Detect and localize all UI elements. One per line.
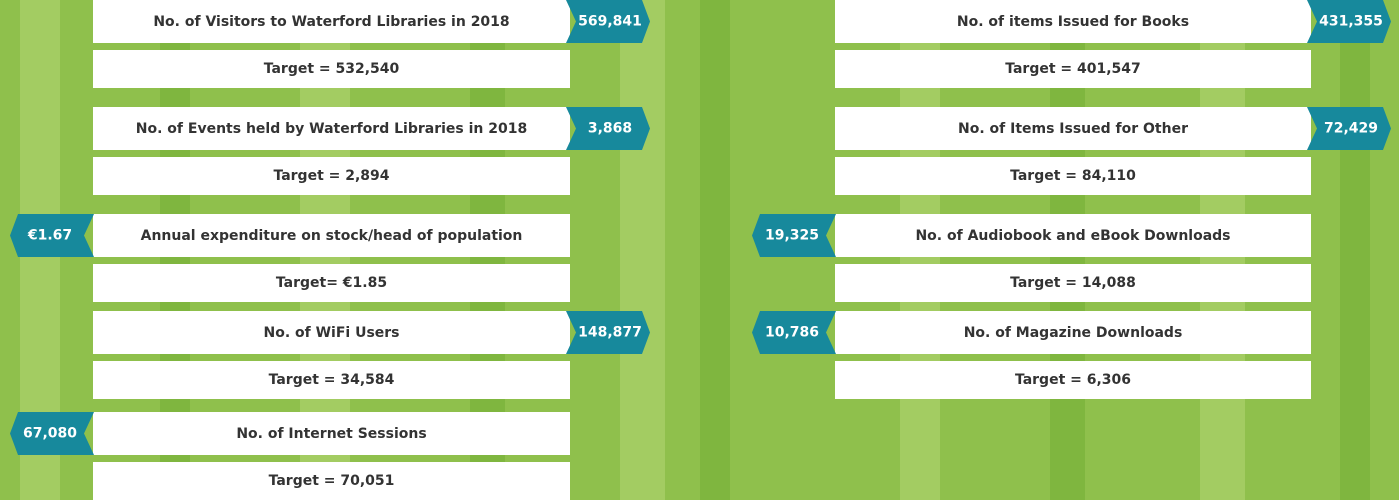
book-stripe xyxy=(700,0,730,500)
value-badge: 19,325 xyxy=(752,214,836,257)
stat-label: No. of Internet Sessions xyxy=(93,412,570,455)
badge-shape xyxy=(752,311,836,354)
badge-shape xyxy=(10,214,94,257)
book-stripe xyxy=(620,0,665,500)
badge-shape xyxy=(1307,0,1391,43)
stat-value: 10,786 xyxy=(765,325,819,341)
stat-value: 72,429 xyxy=(1324,121,1378,137)
stat-label: No. of WiFi Users xyxy=(93,311,570,354)
stat-target: Target = 2,894 xyxy=(93,157,570,195)
badge-shape xyxy=(1307,107,1391,150)
stat-target: Target = 401,547 xyxy=(835,50,1311,88)
stat-value: 19,325 xyxy=(765,228,819,244)
book-stripe xyxy=(1340,0,1370,500)
stat-label: Annual expenditure on stock/head of popu… xyxy=(93,214,570,257)
stat-label: No. of Magazine Downloads xyxy=(835,311,1311,354)
badge-shape xyxy=(566,311,650,354)
stat-target: Target = 84,110 xyxy=(835,157,1311,195)
badge-shape xyxy=(566,107,650,150)
stat-value: 67,080 xyxy=(23,426,77,442)
badge-shape xyxy=(752,214,836,257)
stat-value: 3,868 xyxy=(588,121,632,137)
stat-target: Target = 70,051 xyxy=(93,462,570,500)
value-badge: 10,786 xyxy=(752,311,836,354)
badge-shape xyxy=(10,412,94,455)
stat-value: €1.67 xyxy=(27,228,72,244)
stat-target: Target= €1.85 xyxy=(93,264,570,302)
stat-label: No. of Visitors to Waterford Libraries i… xyxy=(93,0,570,43)
stat-value: 431,355 xyxy=(1319,14,1383,30)
value-badge: 569,841 xyxy=(566,0,650,43)
value-badge: 148,877 xyxy=(566,311,650,354)
value-badge: 72,429 xyxy=(1307,107,1391,150)
stat-target: Target = 14,088 xyxy=(835,264,1311,302)
stat-value: 569,841 xyxy=(578,14,642,30)
value-badge: 3,868 xyxy=(566,107,650,150)
value-badge: 67,080 xyxy=(10,412,94,455)
value-badge: €1.67 xyxy=(10,214,94,257)
stat-target: Target = 34,584 xyxy=(93,361,570,399)
stat-label: No. of Events held by Waterford Librarie… xyxy=(93,107,570,150)
stat-target: Target = 6,306 xyxy=(835,361,1311,399)
stat-target: Target = 532,540 xyxy=(93,50,570,88)
stat-value: 148,877 xyxy=(578,325,642,341)
value-badge: 431,355 xyxy=(1307,0,1391,43)
stat-label: No. of Audiobook and eBook Downloads xyxy=(835,214,1311,257)
badge-shape xyxy=(566,0,650,43)
stat-label: No. of Items Issued for Other xyxy=(835,107,1311,150)
stat-label: No. of items Issued for Books xyxy=(835,0,1311,43)
